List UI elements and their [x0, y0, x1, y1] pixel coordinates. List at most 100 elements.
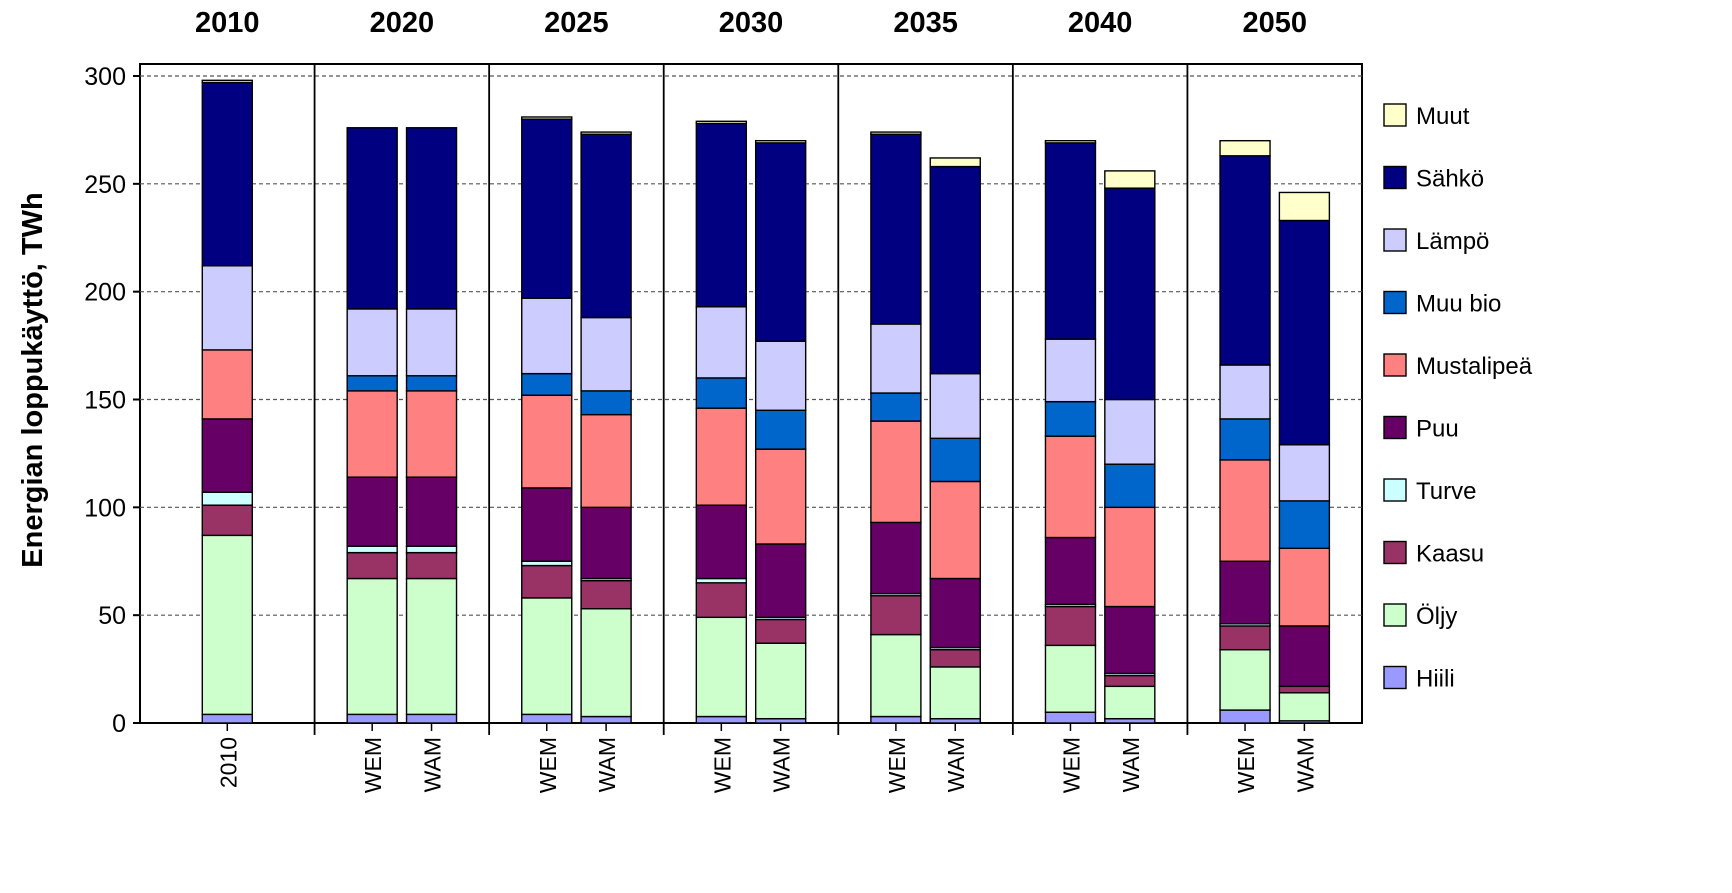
bar-segment: [1219, 364, 1271, 420]
bar-segment: [929, 157, 981, 168]
bar-segment: [754, 340, 807, 411]
legend-swatch: [1383, 603, 1407, 627]
bar-segment: [405, 551, 458, 580]
legend-swatch: [1383, 665, 1407, 690]
bar-segment: [1278, 444, 1331, 502]
bar-segment: [346, 545, 398, 554]
bar-segment: [346, 577, 398, 716]
bar-segment: [1104, 674, 1156, 688]
bar-segment: [1278, 500, 1331, 550]
bar-segment: [1104, 463, 1156, 509]
bar-segment: [580, 579, 632, 610]
bar-segment: [201, 349, 253, 420]
legend-swatch: [1383, 478, 1407, 502]
bar-segment: [1219, 625, 1271, 651]
bar-segment: [201, 265, 253, 351]
bar-segment: [201, 491, 253, 506]
legend-label: Lämpö: [1416, 228, 1489, 255]
bar-segment: [695, 377, 748, 409]
bar-segment: [754, 139, 807, 144]
group-label: 2050: [1242, 7, 1307, 39]
bar-segment: [405, 127, 458, 310]
bar-segment: [695, 715, 748, 724]
bar-segment: [754, 618, 807, 644]
bar-segment: [580, 607, 632, 718]
bar-segment: [1044, 400, 1097, 437]
bar-segment: [580, 506, 632, 580]
legend-swatch: [1383, 103, 1407, 127]
bar-segment: [929, 648, 981, 668]
bar-segment: [1044, 139, 1097, 144]
bar-segment: [695, 504, 748, 580]
bar-segment: [521, 394, 573, 489]
bar-segment: [1219, 139, 1271, 157]
bar-segment: [405, 713, 458, 724]
bar-segment: [929, 372, 981, 440]
legend-swatch: [1383, 228, 1407, 252]
bar-segment: [1278, 692, 1331, 722]
legend-label: Turve: [1416, 478, 1476, 505]
y-tick-label: 50: [98, 602, 126, 630]
legend-label: Puu: [1416, 416, 1459, 443]
bar-segment: [695, 582, 748, 619]
y-tick-label: 250: [84, 171, 126, 199]
y-tick-label: 200: [84, 279, 126, 307]
bar-label: WAM: [769, 737, 795, 792]
bar-segment: [1104, 605, 1156, 675]
bar-segment: [1044, 711, 1097, 724]
bar-segment: [405, 390, 458, 478]
bar-segment: [521, 597, 573, 716]
bar-segment: [929, 437, 981, 483]
bar-segment: [870, 323, 922, 394]
bar-segment: [580, 131, 632, 135]
bar-label: 2010: [215, 737, 241, 788]
bar-segment: [1104, 170, 1156, 189]
bar-segment: [1219, 648, 1271, 711]
bar-segment: [1104, 187, 1156, 401]
plot-area: [139, 63, 1363, 724]
bar-segment: [1044, 338, 1097, 403]
legend-swatch: [1383, 353, 1407, 377]
bar-segment: [1219, 418, 1271, 461]
bar-segment: [405, 476, 458, 547]
legend-swatch: [1383, 165, 1407, 190]
bar-segment: [870, 633, 922, 718]
bar-segment: [754, 543, 807, 619]
bar-segment: [405, 308, 458, 377]
bar-segment: [521, 564, 573, 599]
bar-segment: [870, 131, 922, 135]
bar-segment: [1278, 219, 1331, 446]
bar-segment: [929, 165, 981, 375]
group-label: 2040: [1068, 7, 1133, 39]
bar-segment: [201, 504, 253, 537]
y-tick-label: 150: [84, 387, 126, 415]
bar-segment: [870, 133, 922, 325]
bar-segment: [521, 372, 573, 396]
bar-label: WAM: [420, 737, 446, 792]
bar-segment: [870, 521, 922, 595]
bar-label: WEM: [1058, 737, 1084, 793]
bar-segment: [1104, 506, 1156, 608]
bar-segment: [695, 306, 748, 379]
bar-segment: [754, 142, 807, 342]
bar-segment: [695, 407, 748, 506]
y-tick-label: 300: [84, 63, 126, 91]
bar-segment: [405, 545, 458, 554]
bar-label: WEM: [884, 737, 910, 793]
bar-segment: [580, 133, 632, 319]
bar-segment: [695, 122, 748, 308]
bar-label: WEM: [360, 737, 386, 793]
bar-segment: [201, 713, 253, 724]
bar-segment: [580, 715, 632, 724]
bar-segment: [754, 448, 807, 545]
bar-segment: [1044, 142, 1097, 340]
legend-label: Hiili: [1416, 666, 1455, 693]
bar-segment: [870, 392, 922, 422]
bar-label: WAM: [943, 737, 969, 792]
bar-segment: [1044, 435, 1097, 539]
bar-segment: [1278, 685, 1331, 694]
group-label: 2025: [544, 7, 609, 39]
group-label: 2010: [195, 7, 260, 39]
legend-swatch: [1383, 540, 1407, 565]
bar-segment: [754, 409, 807, 450]
